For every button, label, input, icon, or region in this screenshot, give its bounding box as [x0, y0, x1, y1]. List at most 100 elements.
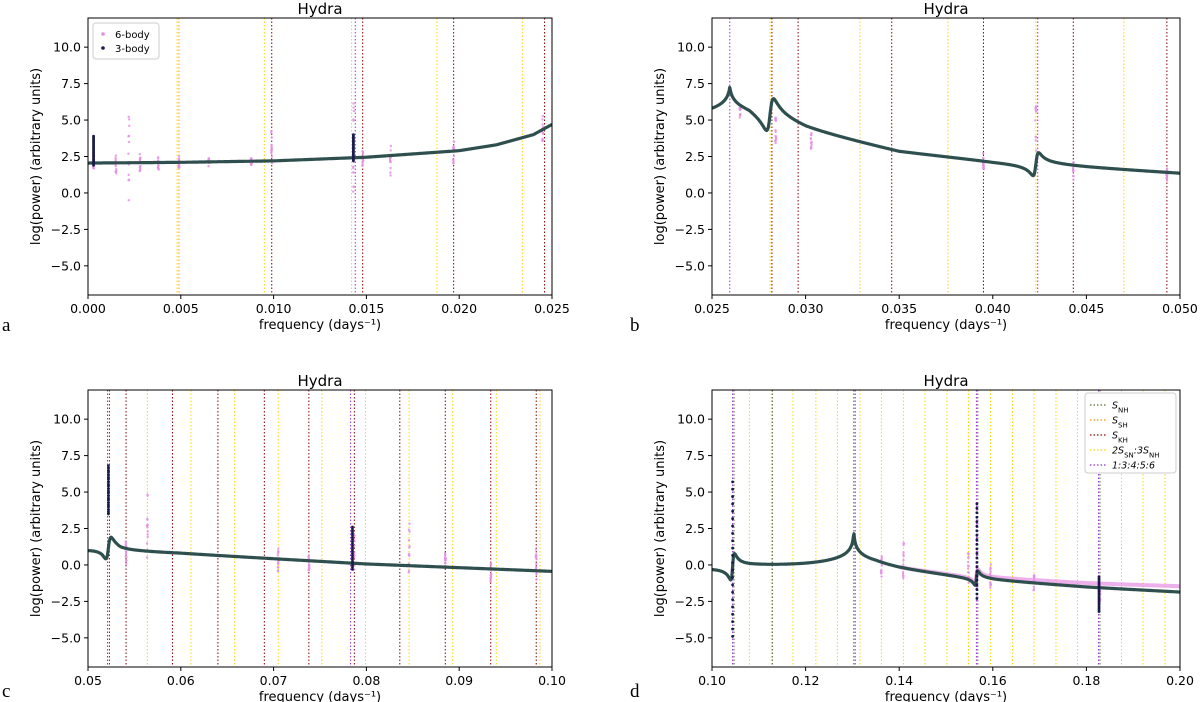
six-body-point — [981, 152, 985, 155]
six-body-point — [1034, 107, 1037, 110]
six-body-point — [389, 171, 392, 174]
six-body-point — [1165, 176, 1169, 179]
six-body-point — [276, 554, 279, 557]
ticks: 0.025 0.030 0.035 0.040 0.045 0.050 −5.0 −2.5 0.… — [675, 40, 1198, 316]
six-body-point — [114, 165, 117, 168]
six-body-point — [982, 156, 985, 160]
three-body-curve — [712, 532, 1180, 594]
three-body-point — [975, 506, 979, 510]
y-tick-label: 7.5 — [61, 448, 81, 463]
six-body-point — [125, 562, 128, 566]
six-body-point — [901, 572, 905, 575]
three-body-point — [975, 547, 979, 551]
three-body-point — [731, 502, 734, 506]
three-body-point — [731, 517, 734, 521]
three-body-point — [107, 498, 110, 502]
six-body-point — [127, 152, 130, 155]
three-body-points — [92, 133, 355, 167]
legend-marker — [101, 32, 105, 36]
six-body-point — [902, 563, 905, 566]
three-body-point — [975, 529, 979, 533]
six-body-point — [124, 552, 128, 556]
three-body-point — [975, 511, 979, 515]
ticks: 0.10 0.12 0.14 0.16 0.18 0.20 −5.0 −2.5 0.0 2.5 5.… — [675, 412, 1194, 688]
three-body-point — [975, 574, 979, 578]
six-body-point — [1034, 139, 1037, 142]
three-body-point — [107, 478, 110, 481]
panel-a: Hydra frequency (days⁻¹) log(power) (arb… — [2, 0, 570, 336]
six-body-point — [535, 558, 538, 561]
six-body-point — [127, 134, 131, 138]
six-body-points — [738, 105, 1169, 182]
three-body-point — [975, 520, 979, 524]
six-body-point — [125, 555, 128, 559]
y-tick-label: 7.5 — [685, 448, 705, 463]
six-body-point — [146, 526, 149, 529]
y-tick-label: 5.0 — [685, 485, 705, 500]
three-body-point — [731, 568, 734, 572]
x-tick-label: 0.20 — [1166, 673, 1194, 688]
six-body-point — [114, 156, 117, 160]
three-body-point — [107, 510, 110, 514]
six-body-point — [443, 558, 447, 562]
six-body-point — [880, 556, 883, 560]
x-tick-label: 0.040 — [975, 301, 1011, 316]
six-body-point — [408, 530, 411, 533]
six-body-point — [810, 143, 813, 147]
panel-a-letter: a — [2, 315, 11, 336]
x-tick-label: 0.025 — [534, 301, 570, 316]
six-body-point — [307, 556, 310, 559]
six-body-point — [351, 190, 355, 193]
six-body-point — [989, 581, 992, 584]
six-body-point — [276, 565, 280, 569]
six-body-point — [127, 199, 130, 202]
six-body-point — [277, 547, 280, 550]
three-body-point — [351, 557, 354, 561]
six-body-point — [389, 166, 392, 170]
three-body-point — [351, 545, 354, 549]
six-body-point — [353, 539, 356, 543]
six-body-point — [1072, 160, 1075, 164]
six-body-point — [270, 131, 273, 135]
six-body-point — [352, 109, 356, 113]
x-tick-label: 0.020 — [441, 301, 477, 316]
six-body-point — [207, 157, 211, 161]
six-body-point — [146, 533, 149, 536]
legend-marker — [101, 46, 105, 50]
y-tick-label: 0.0 — [61, 557, 81, 572]
three-body-points — [731, 480, 1101, 638]
panel-a-xlabel: frequency (days⁻¹) — [259, 318, 381, 333]
three-body-point — [107, 468, 110, 472]
six-body-point — [535, 572, 538, 576]
six-body-point — [1165, 179, 1169, 182]
six-body-point — [902, 558, 905, 562]
three-body-point — [975, 502, 979, 506]
six-body-point — [452, 140, 456, 143]
three-body-point — [975, 533, 979, 537]
six-body-point — [352, 171, 355, 174]
six-body-point — [966, 560, 970, 564]
six-body-point — [541, 139, 544, 142]
three-body-point — [351, 531, 354, 535]
six-body-point — [774, 134, 777, 138]
three-body-point — [731, 620, 734, 624]
three-body-point — [975, 588, 979, 591]
six-body-point — [966, 567, 970, 570]
six-body-point — [408, 546, 411, 549]
six-body-point — [389, 144, 393, 148]
y-tick-label: 10.0 — [677, 40, 705, 55]
y-tick-label: −5.0 — [675, 630, 705, 645]
x-tick-label: 0.16 — [979, 673, 1007, 688]
six-body-point — [146, 535, 149, 539]
six-body-point — [276, 550, 280, 553]
six-body-point — [1072, 174, 1075, 178]
y-tick-label: −2.5 — [675, 222, 705, 237]
three-body-point — [975, 538, 979, 542]
three-body-point — [731, 612, 734, 616]
x-tick-label: 0.05 — [74, 673, 102, 688]
three-body-point — [731, 590, 734, 594]
y-tick-label: 5.0 — [61, 113, 81, 128]
six-body-point — [146, 530, 150, 533]
six-body-point — [541, 118, 544, 121]
y-tick-label: 10.0 — [53, 412, 81, 427]
